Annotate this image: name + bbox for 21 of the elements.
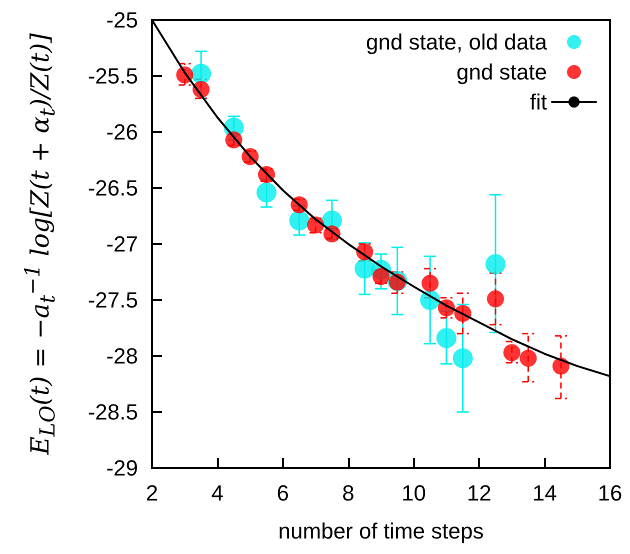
y-tick-label: -29 — [106, 456, 138, 480]
x-tick-label: 4 — [211, 480, 224, 506]
x-tick-label: 8 — [342, 480, 354, 506]
y-tick-label: -26 — [106, 120, 138, 144]
y-tick-label: -26.5 — [88, 176, 138, 200]
x-tick-label: 14 — [532, 480, 557, 506]
legend-label: gnd state — [456, 60, 547, 84]
legend-label: fit — [530, 90, 547, 114]
x-tick-label: 10 — [401, 480, 426, 506]
y-tick-label: -25 — [106, 8, 138, 32]
y-tick-label: -28.5 — [88, 400, 138, 424]
x-tick-label: 16 — [598, 480, 622, 506]
x-tick-label: 2 — [146, 480, 158, 506]
y-tick-label: -25.5 — [88, 64, 138, 88]
legend-label: gnd state, old data — [366, 30, 548, 54]
y-tick-label: -27.5 — [88, 288, 138, 312]
y-tick-label: -27 — [106, 232, 138, 256]
x-tick-label: 6 — [276, 480, 289, 506]
x-axis-title: number of time steps — [278, 518, 484, 544]
x-tick-label: 12 — [466, 480, 492, 506]
y-tick-label: -28 — [106, 344, 138, 368]
